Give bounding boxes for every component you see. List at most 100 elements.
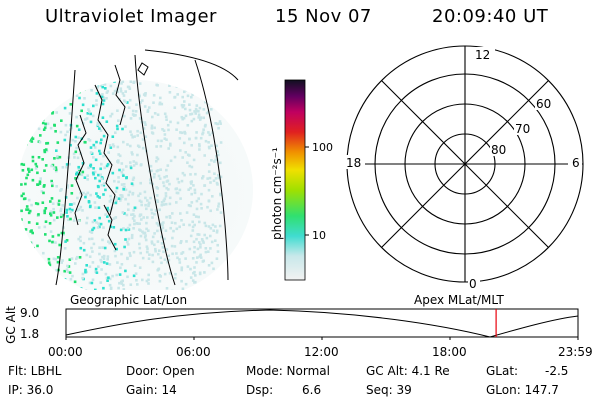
emission-pixel	[168, 84, 171, 87]
emission-pixel	[216, 99, 220, 102]
emission-pixel	[191, 279, 195, 282]
emission-pixel	[162, 184, 166, 188]
emission-pixel	[150, 127, 154, 130]
emission-pixel	[56, 155, 59, 158]
emission-pixel	[101, 255, 104, 259]
emission-pixel	[190, 119, 194, 123]
emission-pixel	[75, 124, 79, 128]
emission-pixel	[37, 92, 41, 95]
emission-pixel	[160, 139, 163, 143]
emission-pixel	[48, 222, 52, 225]
emission-pixel	[188, 164, 191, 168]
emission-pixel	[130, 133, 133, 137]
emission-pixel	[134, 272, 138, 275]
emission-pixel	[215, 103, 219, 107]
emission-pixel	[175, 227, 179, 231]
emission-pixel	[199, 136, 203, 140]
emission-pixel	[106, 206, 109, 210]
emission-pixel	[71, 208, 74, 212]
emission-pixel	[82, 241, 86, 245]
emission-pixel	[183, 132, 187, 135]
emission-pixel	[210, 240, 214, 244]
emission-pixel	[190, 192, 193, 196]
emission-pixel	[100, 183, 104, 187]
emission-pixel	[43, 126, 47, 130]
emission-pixel	[117, 153, 120, 156]
emission-pixel	[167, 188, 170, 191]
emission-pixel	[141, 99, 144, 102]
emission-pixel	[156, 200, 160, 203]
emission-pixel	[155, 221, 159, 225]
emission-pixel	[191, 225, 195, 229]
emission-pixel	[114, 216, 118, 219]
emission-pixel	[131, 183, 135, 187]
emission-pixel	[197, 197, 200, 200]
emission-pixel	[64, 123, 68, 127]
emission-pixel	[66, 264, 69, 268]
emission-pixel	[65, 165, 68, 169]
emission-pixel	[215, 229, 219, 233]
emission-pixel	[95, 99, 98, 102]
emission-pixel	[143, 121, 147, 124]
emission-pixel	[196, 247, 200, 251]
emission-pixel	[125, 213, 129, 217]
emission-pixel	[124, 238, 127, 241]
emission-pixel	[44, 124, 47, 127]
emission-pixel	[118, 154, 122, 158]
emission-pixel	[27, 198, 31, 202]
emission-pixel	[53, 157, 56, 160]
emission-pixel	[37, 213, 40, 216]
emission-pixel	[101, 93, 104, 96]
emission-pixel	[79, 287, 83, 290]
emission-pixel	[49, 200, 52, 203]
emission-pixel	[117, 176, 120, 179]
emission-pixel	[173, 245, 177, 248]
emission-pixel	[112, 226, 116, 229]
emission-pixel	[215, 144, 218, 148]
emission-pixel	[218, 287, 221, 290]
emission-pixel	[174, 272, 177, 276]
emission-pixel	[87, 138, 90, 141]
emission-pixel	[168, 196, 172, 200]
emission-pixel	[215, 155, 218, 158]
emission-pixel	[62, 231, 65, 235]
emission-pixel	[198, 148, 201, 151]
emission-pixel	[61, 91, 64, 95]
emission-pixel	[189, 267, 192, 271]
emission-pixel	[24, 271, 27, 275]
emission-pixel	[116, 261, 119, 264]
emission-pixel	[90, 281, 94, 285]
emission-pixel	[43, 225, 47, 229]
emission-pixel	[127, 193, 130, 197]
emission-pixel	[167, 258, 171, 262]
emission-pixel	[54, 130, 57, 133]
emission-pixel	[135, 279, 138, 282]
emission-pixel	[142, 93, 146, 96]
emission-pixel	[102, 154, 105, 158]
emission-pixel	[141, 146, 145, 150]
emission-pixel	[174, 221, 177, 225]
emission-pixel	[30, 140, 34, 143]
emission-pixel	[99, 129, 103, 132]
emission-pixel	[155, 145, 158, 148]
emission-pixel	[136, 144, 140, 148]
emission-pixel	[94, 158, 98, 162]
emission-pixel	[197, 233, 201, 236]
emission-pixel	[84, 289, 88, 290]
emission-pixel	[216, 208, 219, 211]
emission-pixel	[139, 229, 142, 232]
emission-pixel	[63, 138, 67, 142]
emission-pixel	[68, 203, 72, 206]
emission-pixel	[84, 193, 88, 196]
emission-pixel	[153, 232, 156, 235]
emission-pixel	[201, 239, 205, 243]
emission-pixel	[28, 209, 32, 213]
emission-pixel	[78, 256, 82, 259]
emission-pixel	[207, 188, 211, 192]
emission-pixel	[158, 177, 162, 180]
emission-pixel	[60, 119, 63, 122]
emission-pixel	[198, 255, 202, 258]
emission-pixel	[108, 209, 112, 212]
emission-pixel	[105, 262, 109, 265]
intensity-colorbar: 100 10 photon cm⁻²s⁻¹	[270, 79, 333, 281]
